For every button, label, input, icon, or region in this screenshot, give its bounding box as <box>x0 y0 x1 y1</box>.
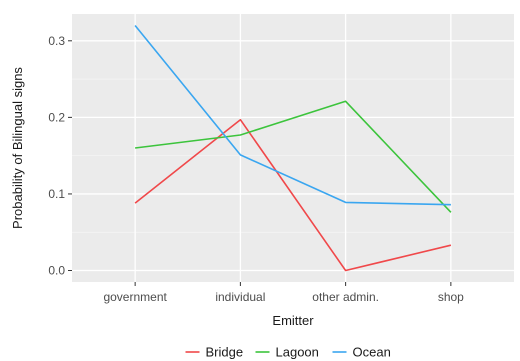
x-tick-label: individual <box>215 290 265 304</box>
y-axis-title: Probability of Bilingual signs <box>10 67 25 229</box>
panel-background <box>72 14 514 282</box>
y-axis: 0.0 0.1 0.2 0.3 <box>48 34 72 278</box>
legend-label-lagoon: Lagoon <box>276 345 319 360</box>
x-axis-title: Emitter <box>272 313 314 328</box>
y-tick-label: 0.0 <box>48 264 65 278</box>
series-line-ocean <box>134 24 451 206</box>
legend-label-bridge: Bridge <box>206 345 244 360</box>
y-tick-label: 0.3 <box>48 34 65 48</box>
series-line-lagoon <box>135 100 452 213</box>
y-tick-label: 0.2 <box>48 110 65 124</box>
legend: Bridge Lagoon Ocean <box>185 345 391 360</box>
y-tick-label: 0.1 <box>48 187 65 201</box>
x-tick-label: other admin. <box>312 290 379 304</box>
x-axis: government individual other admin. shop <box>103 282 464 304</box>
series-lines <box>134 24 452 272</box>
series-line-bridge <box>134 118 452 272</box>
x-tick-label: government <box>103 290 167 304</box>
x-tick-label: shop <box>438 290 464 304</box>
grid-minor <box>72 78 514 233</box>
legend-label-ocean: Ocean <box>353 345 391 360</box>
